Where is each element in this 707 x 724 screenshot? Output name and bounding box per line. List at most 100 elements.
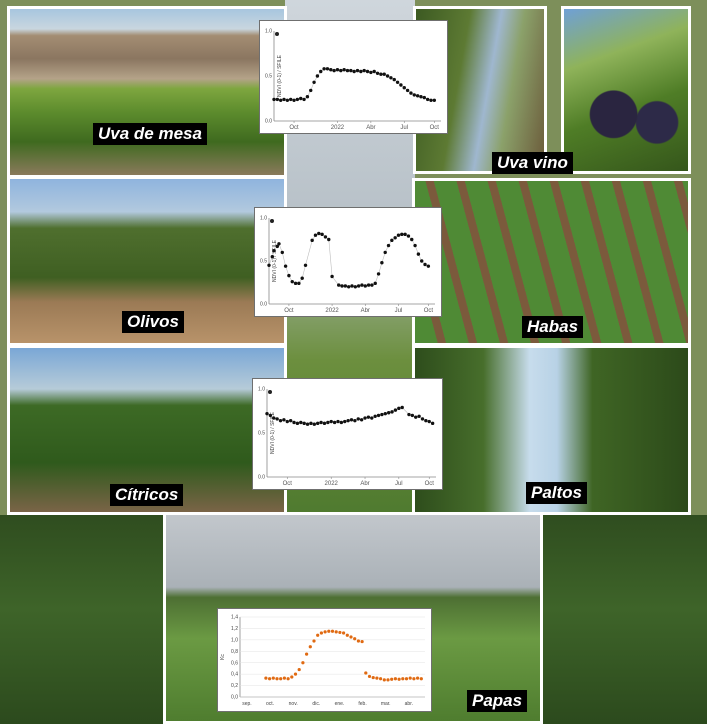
data-point: [265, 411, 269, 416]
data-point: [414, 415, 418, 419]
axis-marker-dot: [275, 32, 279, 36]
data-point: [373, 414, 377, 418]
data-point: [327, 629, 331, 633]
y-axis-label: NDVI (0-1) / SFILE: [270, 411, 276, 454]
x-tick-label: nov.: [289, 701, 298, 707]
data-point: [289, 97, 293, 102]
x-tick-label: Abr: [361, 308, 370, 314]
data-point: [305, 422, 310, 426]
data-point: [339, 68, 343, 73]
y-tick-label: 0,2: [231, 683, 238, 689]
data-point: [370, 283, 374, 287]
data-point: [330, 629, 335, 633]
data-point: [337, 283, 341, 287]
data-point: [280, 250, 284, 255]
data-point: [371, 675, 375, 680]
data-point: [396, 233, 401, 237]
y-tick-label: 0,8: [231, 649, 238, 655]
x-tick-label: feb.: [358, 701, 366, 707]
data-point: [360, 639, 364, 644]
data-point: [425, 97, 430, 102]
data-point: [329, 419, 333, 424]
data-point: [305, 95, 310, 99]
data-point: [336, 419, 340, 424]
data-point: [360, 283, 364, 287]
x-tick-label: Abr: [360, 481, 369, 487]
y-tick-label: 0.5: [258, 431, 265, 437]
data-point: [342, 631, 346, 635]
data-point: [366, 415, 371, 419]
x-tick-label: Oct: [430, 125, 440, 131]
data-point: [293, 672, 298, 676]
data-point: [386, 411, 391, 415]
data-point: [407, 412, 411, 417]
data-point: [345, 633, 349, 637]
data-point: [288, 418, 293, 423]
data-point: [417, 414, 421, 418]
y-tick-label: 1.0: [260, 216, 267, 222]
data-point: [290, 675, 294, 679]
data-point: [356, 417, 360, 421]
data-point: [375, 71, 380, 75]
label-paltos: Paltos: [526, 482, 588, 504]
data-point: [290, 279, 294, 284]
data-point: [408, 676, 412, 680]
data-point: [363, 416, 367, 420]
data-point: [303, 263, 308, 267]
data-point: [317, 231, 321, 236]
x-tick-label: mar.: [381, 701, 391, 707]
y-tick-label: 1,2: [231, 626, 238, 632]
data-point: [285, 98, 290, 103]
data-point: [340, 284, 344, 288]
data-point: [380, 412, 384, 417]
data-point: [432, 98, 437, 103]
data-point: [362, 68, 366, 73]
axis-marker-dot: [270, 219, 274, 223]
data-point: [410, 237, 414, 242]
data-point: [268, 677, 272, 681]
data-point: [385, 74, 390, 78]
data-point: [356, 639, 360, 643]
y-axis-label: Kc: [220, 654, 226, 660]
data-point: [393, 236, 397, 240]
data-point: [409, 91, 413, 95]
data-point: [400, 232, 404, 237]
data-point: [375, 676, 379, 680]
data-point: [343, 284, 348, 288]
photo-habas: Habas: [412, 178, 691, 346]
data-point: [301, 661, 305, 665]
chart-olivos-svg: 0.0 0.5 1.0 NDVI (0-1) / SFILE Oct 2022 Abr Jul…: [260, 216, 435, 314]
data-point: [382, 678, 386, 682]
data-point: [403, 232, 407, 237]
data-point: [416, 676, 420, 680]
data-point: [363, 284, 367, 288]
data-point: [272, 97, 276, 102]
data-point: [367, 674, 372, 679]
data-point: [412, 93, 416, 97]
y-tick-label: 0.0: [265, 119, 272, 125]
data-point: [399, 83, 403, 87]
chart-papas: 0,0 0,2 0,4 0,6 0,8 1,0 1,2 1,4 Kc sep. oct. nov. di…: [217, 608, 432, 712]
x-tick-label: abr.: [405, 701, 413, 707]
data-point: [353, 637, 357, 641]
data-point: [404, 677, 409, 681]
data-point: [272, 416, 276, 420]
data-point: [316, 633, 320, 637]
data-point: [302, 421, 306, 426]
data-point: [334, 630, 338, 634]
x-tick-label: Jul: [400, 125, 408, 131]
data-point: [297, 281, 301, 286]
data-point: [295, 97, 300, 102]
data-point: [292, 420, 296, 425]
data-point: [316, 421, 320, 426]
data-point: [420, 259, 424, 263]
y-tick-label: 0.5: [260, 259, 267, 265]
data-point: [423, 262, 427, 267]
data-point: [342, 68, 346, 72]
data-point: [308, 645, 312, 649]
data-point: [332, 420, 337, 425]
x-tick-label: Oct: [284, 308, 294, 314]
data-point: [309, 88, 313, 93]
x-tick-label: ene.: [335, 701, 345, 707]
label-papas: Papas: [467, 690, 528, 712]
